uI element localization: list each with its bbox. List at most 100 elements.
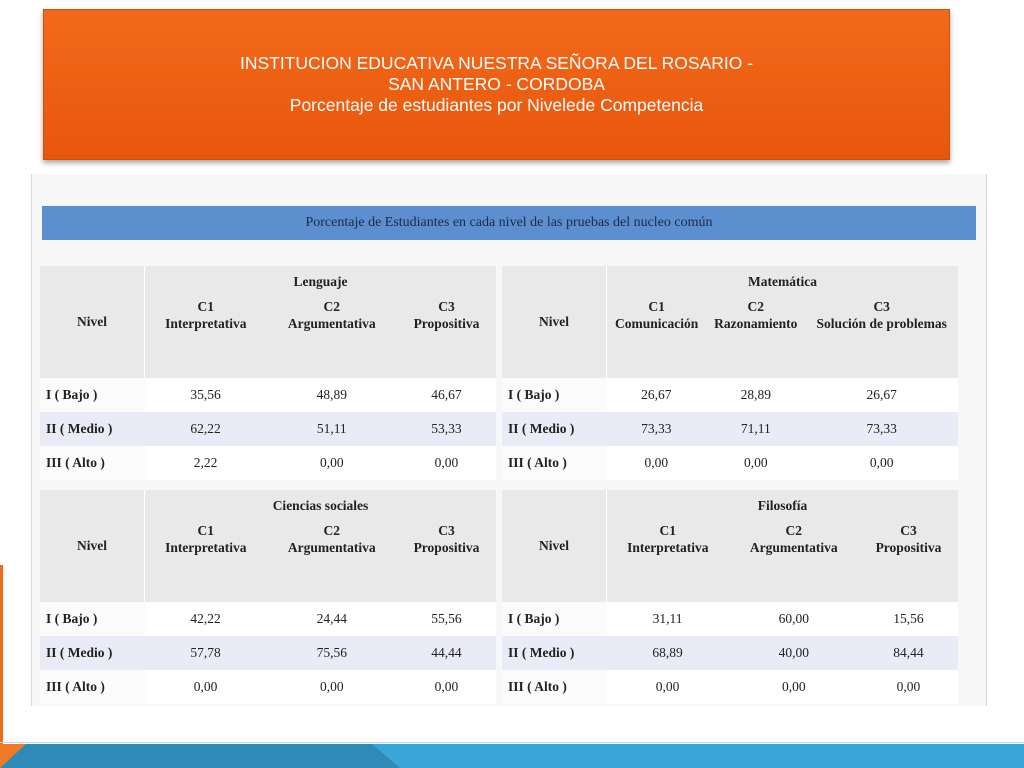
title-line-1: INSTITUCION EDUCATIVA NUESTRA SEÑORA DEL… (239, 53, 754, 73)
level-label: III ( Alto ) (40, 670, 145, 704)
left-accent-bar (0, 565, 3, 748)
competency-header: C2 Argumentativa (266, 298, 397, 378)
competency-name: Argumentativa (749, 540, 838, 555)
competency-code: C2 (747, 299, 765, 314)
competency-header: C2 Argumentativa (266, 522, 397, 602)
competency-header: C3 Propositiva (396, 298, 496, 378)
table-matematica: Nivel Matemática C1 Comunicación C2 Razonamie… (502, 266, 958, 480)
competency-name: Comunicación (614, 316, 699, 331)
percentage-cell: 0,00 (319, 455, 344, 470)
percentage-cell: 48,89 (316, 387, 347, 402)
percentage-cell: 53,33 (396, 412, 496, 446)
percentage-cell: 0,00 (193, 679, 218, 694)
table-filosofia: Nivel Filosofía C1 Interpretativa C2 Argument… (502, 490, 958, 704)
subject-header: Matemática (606, 266, 958, 298)
competency-code: C1 (648, 299, 665, 314)
competency-header: C3 Propositiva (858, 522, 958, 602)
percentage-cell: 0,00 (319, 679, 344, 694)
table-row-bottom: Nivel Ciencias sociales C1 Interpretativa C2… (40, 490, 958, 704)
table-row: II ( Medio ) 73,33 71,11 73,33 (502, 412, 958, 446)
percentage-cell: 55,56 (431, 611, 462, 626)
competency-header: C3 Solución de problemas (805, 298, 958, 378)
footer-divider (0, 742, 1024, 743)
header-row-subject: Nivel Matemática (502, 266, 958, 378)
competency-name: Argumentativa (287, 316, 376, 331)
footer-band-dark (0, 744, 400, 768)
header-row-competencies: C1 Interpretativa C2 Argumentativa C3 Proposi… (40, 298, 496, 378)
percentage-cell: 15,56 (893, 611, 924, 626)
percentage-cell: 0,00 (655, 679, 680, 694)
percentage-cell: 2,22 (193, 455, 218, 470)
nivel-header: Nivel (40, 266, 145, 378)
level-label: I ( Bajo ) (502, 602, 607, 636)
competency-name: Argumentativa (287, 540, 376, 555)
level-label: II ( Medio ) (40, 636, 145, 670)
competency-code: C1 (197, 523, 215, 538)
results-image-panel: Porcentaje de Estudiantes en cada nivel … (31, 174, 987, 706)
percentage-cell: 0,00 (896, 679, 921, 694)
competency-header: C1 Interpretativa (144, 522, 267, 602)
percentage-cell: 0,00 (434, 679, 459, 694)
level-label: I ( Bajo ) (502, 378, 607, 412)
table-row: II ( Medio ) 62,22 51,11 53,33 (40, 412, 496, 446)
competency-header: C1 Interpretativa (606, 522, 729, 602)
level-label: III ( Alto ) (502, 446, 607, 480)
competency-name: Interpretativa (627, 540, 709, 555)
footer-decoration (0, 744, 1024, 768)
subject-header: Filosofía (606, 490, 958, 522)
competency-header: C3 Propositiva (396, 522, 496, 602)
competency-code: C1 (659, 523, 677, 538)
competency-code: C1 (197, 299, 215, 314)
level-label: I ( Bajo ) (40, 378, 145, 412)
competency-code: C2 (323, 299, 341, 314)
table-row: II ( Medio ) 57,78 75,56 44,44 (40, 636, 496, 670)
nivel-header: Nivel (40, 490, 145, 602)
percentage-cell: 60,00 (778, 611, 809, 626)
subject-header: Lenguaje (144, 266, 496, 298)
percentage-cell: 24,44 (316, 611, 347, 626)
table-lenguaje: Nivel Lenguaje C1 Interpretativa C2 Argumenta… (40, 266, 496, 480)
table-row: III ( Alto ) 2,22 0,00 0,00 (40, 446, 496, 480)
percentage-cell: 35,56 (190, 387, 221, 402)
percentage-cell: 28,89 (740, 387, 771, 402)
header-row-subject: Nivel Filosofía (502, 490, 958, 602)
percentage-cell: 26,67 (641, 387, 672, 402)
competency-header: C1 Interpretativa (144, 298, 267, 378)
competency-header: C1 Comunicación (606, 298, 707, 378)
table-row-top: Nivel Lenguaje C1 Interpretativa C2 Argumenta… (40, 266, 958, 480)
table-row: I ( Bajo ) 31,11 60,00 15,56 (502, 602, 958, 636)
competency-code: C3 (438, 523, 455, 538)
competency-code: C2 (323, 523, 341, 538)
table-row: I ( Bajo ) 26,67 28,89 26,67 (502, 378, 958, 412)
header-row-subject: Nivel Lenguaje (40, 266, 496, 378)
competency-code: C3 (438, 299, 455, 314)
level-label: III ( Alto ) (40, 446, 145, 480)
percentage-cell: 46,67 (431, 387, 462, 402)
header-row-competencies: C1 Comunicación C2 Razonamiento C3 Solución d… (502, 298, 958, 378)
percentage-cell: 31,11 (652, 611, 683, 626)
level-label: I ( Bajo ) (40, 602, 145, 636)
header-row-subject: Nivel Ciencias sociales (40, 490, 496, 602)
percentage-cell: 0,00 (644, 455, 669, 470)
percentage-cell: 42,22 (190, 611, 221, 626)
competency-code: C2 (785, 523, 803, 538)
percentage-cell: 26,67 (866, 387, 897, 402)
competency-name: Propositiva (875, 540, 942, 555)
competency-name: Interpretativa (165, 540, 247, 555)
competency-code: C3 (900, 523, 917, 538)
level-label: III ( Alto ) (502, 670, 607, 704)
competency-code: C3 (873, 299, 890, 314)
percentage-cell: 44,44 (396, 636, 496, 670)
competency-name: Propositiva (413, 316, 480, 331)
percentage-cell: 73,33 (606, 412, 707, 446)
competency-name: Razonamiento (714, 316, 798, 331)
percentage-cell: 0,00 (781, 679, 806, 694)
percentage-cell: 40,00 (728, 636, 859, 670)
table-row: I ( Bajo ) 35,56 48,89 46,67 (40, 378, 496, 412)
percentage-cell: 71,11 (706, 412, 806, 446)
title-line-2: SAN ANTERO - CORDOBA (388, 74, 605, 94)
percentage-cell: 75,56 (266, 636, 397, 670)
nivel-header: Nivel (502, 266, 607, 378)
level-label: II ( Medio ) (502, 636, 607, 670)
level-label: II ( Medio ) (40, 412, 145, 446)
